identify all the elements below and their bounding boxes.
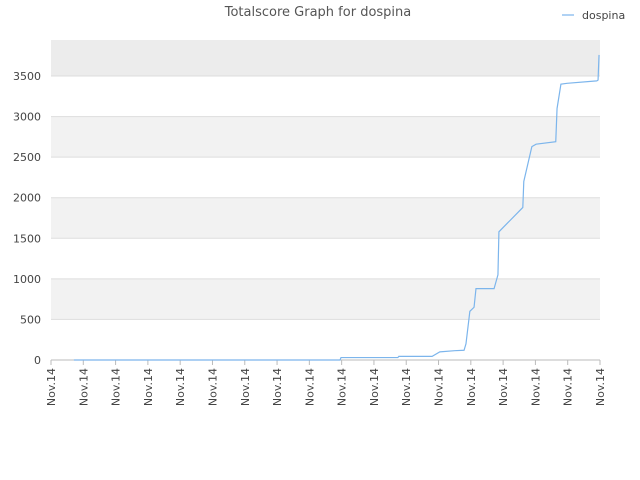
plot-band (51, 319, 600, 360)
y-tick-label: 2500 (13, 151, 41, 164)
x-tick-label: Nov.14 (110, 368, 123, 406)
x-tick-label: Nov.14 (142, 368, 155, 406)
plot-band (51, 76, 600, 117)
x-tick-label: Nov.14 (77, 368, 90, 406)
x-tick-label: Nov.14 (465, 368, 478, 406)
chart-title: Totalscore Graph for dospina (224, 5, 412, 20)
plot-band (51, 116, 600, 158)
x-tick-label: Nov.14 (400, 368, 413, 406)
y-tick-label: 3000 (13, 111, 41, 124)
plot-band (51, 40, 600, 77)
y-tick-label: 3500 (13, 70, 41, 83)
y-tick-label: 1500 (13, 232, 41, 245)
x-tick-label: Nov.14 (45, 368, 58, 406)
x-tick-label: Nov.14 (239, 368, 252, 406)
x-tick-label: Nov.14 (336, 368, 349, 406)
x-tick-label: Nov.14 (594, 368, 607, 406)
legend-label: dospina (582, 9, 625, 22)
plot-band (51, 197, 600, 239)
y-tick-label: 500 (20, 313, 41, 326)
x-tick-label: Nov.14 (206, 368, 219, 406)
x-tick-label: Nov.14 (174, 368, 187, 406)
x-tick-label: Nov.14 (562, 368, 575, 406)
y-tick-label: 0 (34, 354, 41, 367)
x-tick-label: Nov.14 (433, 368, 446, 406)
x-tick-label: Nov.14 (529, 368, 542, 406)
x-tick-label: Nov.14 (497, 368, 510, 406)
x-tick-label: Nov.14 (271, 368, 284, 406)
y-tick-label: 1000 (13, 273, 41, 286)
plot-band (51, 278, 600, 320)
plot-band (51, 238, 600, 279)
series-line (73, 54, 600, 361)
x-tick-label: Nov.14 (303, 368, 316, 406)
x-tick-label: Nov.14 (368, 368, 381, 406)
plot-band (51, 157, 600, 198)
y-tick-label: 2000 (13, 192, 41, 205)
